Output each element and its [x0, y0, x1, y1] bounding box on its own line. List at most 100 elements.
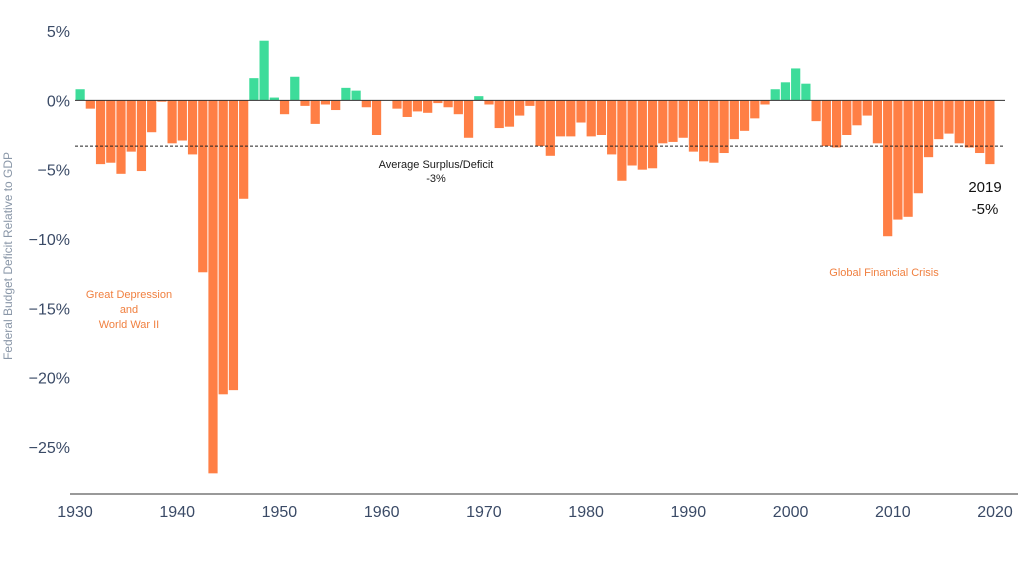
bar-1945	[228, 100, 239, 391]
bar-1997	[760, 100, 770, 105]
bar-2019	[985, 100, 995, 165]
bar-2018	[975, 100, 985, 154]
latest-value-label: -5%	[972, 201, 999, 218]
and-label: and	[120, 304, 138, 316]
bar-1990	[688, 100, 699, 152]
bar-1995	[739, 100, 750, 131]
bar-2003	[821, 100, 831, 147]
bar-2012	[913, 100, 923, 194]
bar-1989	[678, 100, 688, 138]
bar-1998	[770, 89, 780, 101]
x-tick-label: 1990	[671, 504, 707, 521]
bar-2015	[944, 100, 954, 134]
bar-2001	[801, 83, 811, 101]
bar-1946	[239, 100, 249, 199]
bar-2013	[923, 100, 934, 158]
y-tick-label: 0%	[47, 93, 70, 110]
bar-1943	[208, 100, 218, 474]
bar-1972	[504, 100, 515, 127]
bar-1969	[474, 96, 484, 101]
bar-1955	[331, 100, 341, 111]
bar-1988	[668, 100, 678, 142]
y-tick-labels: 5% 0% −5% −10% −15% −20% −25%	[29, 24, 70, 457]
y-tick-label: −5%	[38, 163, 70, 180]
bar-1971	[494, 100, 504, 129]
x-tick-label: 1970	[466, 504, 502, 521]
bar-1939	[167, 100, 177, 144]
bar-2005	[842, 100, 852, 135]
bar-1978	[566, 100, 576, 137]
bar-1958	[361, 100, 371, 108]
bar-1934	[116, 100, 126, 174]
bar-1983	[617, 100, 627, 181]
x-tick-label: 1980	[568, 504, 604, 521]
y-tick-label: −20%	[29, 371, 70, 388]
bar-1976	[545, 100, 555, 156]
bar-1962	[402, 100, 412, 117]
x-tick-label: 2020	[977, 504, 1013, 521]
bar-1935	[126, 100, 136, 152]
bar-2011	[903, 100, 913, 217]
bar-1994	[729, 100, 739, 140]
bar-1964	[423, 100, 433, 113]
bar-1987	[658, 100, 668, 144]
bar-1959	[371, 100, 382, 135]
bar-1979	[576, 100, 586, 123]
bar-1966	[443, 100, 453, 108]
bar-1933	[106, 100, 116, 163]
bar-2008	[872, 100, 883, 144]
bar-1937	[147, 100, 157, 133]
bar-1957	[351, 90, 361, 101]
x-tick-labels: 1930 1940 1950 1960 1970 1980 1990 2000 2010 2020	[57, 504, 1013, 521]
y-tick-label: −15%	[29, 301, 70, 318]
bar-1982	[607, 100, 617, 155]
bar-1936	[136, 100, 147, 172]
bar-1996	[750, 100, 760, 119]
bar-2014	[934, 100, 944, 140]
latest-year-label: 2019	[968, 179, 1001, 196]
bar-1948	[259, 40, 269, 101]
bar-1953	[310, 100, 320, 124]
bar-1970	[484, 100, 494, 105]
bar-2010	[893, 100, 903, 220]
bar-2004	[831, 100, 842, 148]
bars	[75, 40, 995, 474]
bar-1999	[780, 82, 791, 101]
x-tick-label: 2000	[773, 504, 809, 521]
bar-1977	[555, 100, 566, 137]
bar-1973	[515, 100, 525, 116]
bar-1944	[218, 100, 228, 395]
bar-1942	[198, 100, 208, 273]
bar-1954	[320, 100, 331, 105]
bar-1993	[719, 100, 729, 154]
bar-1961	[392, 100, 402, 109]
x-tick-label: 1960	[364, 504, 400, 521]
bar-1974	[525, 100, 535, 106]
x-tick-label: 1940	[159, 504, 195, 521]
bar-1931	[85, 100, 95, 109]
bar-1985	[637, 100, 647, 170]
bar-1967	[453, 100, 463, 115]
bar-1965	[433, 100, 443, 104]
bar-1956	[341, 87, 351, 101]
bar-1941	[187, 100, 198, 155]
x-tick-label: 1950	[262, 504, 298, 521]
bar-1932	[95, 100, 106, 165]
bar-2006	[852, 100, 862, 126]
bar-1952	[300, 100, 310, 106]
bar-1963	[412, 100, 423, 112]
y-axis-label: Federal Budget Deficit Relative to GDP	[1, 152, 15, 360]
bar-1984	[627, 100, 637, 166]
y-tick-label: −10%	[29, 232, 70, 249]
bar-1986	[647, 100, 658, 169]
x-tick-label: 1930	[57, 504, 93, 521]
bar-2002	[811, 100, 821, 122]
bar-2000	[791, 68, 801, 101]
bar-1968	[463, 100, 474, 138]
bar-1949	[269, 97, 279, 101]
bar-1980	[586, 100, 596, 137]
bar-1947	[249, 78, 259, 101]
bar-1981	[596, 100, 607, 135]
bar-2017	[964, 100, 975, 148]
